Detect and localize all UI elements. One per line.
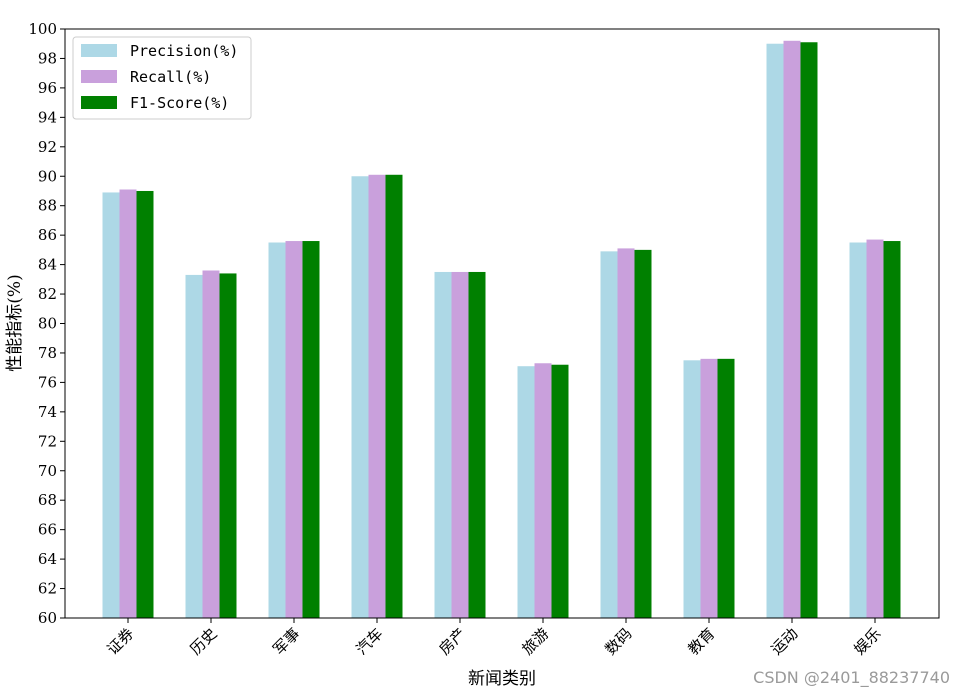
bar-f1-4	[468, 271, 486, 618]
y-tick-label: 86	[38, 226, 57, 244]
y-axis-title: 性能指标(%)	[5, 274, 25, 371]
y-tick-label: 74	[38, 403, 57, 421]
bar-recall-3	[368, 174, 386, 618]
bar-f1-7	[717, 358, 735, 618]
bar-precision-8	[766, 43, 784, 619]
bar-precision-9	[849, 242, 867, 618]
bar-f1-5	[551, 364, 569, 618]
bar-f1-3	[385, 174, 403, 618]
legend-box	[72, 36, 252, 120]
y-tick-label: 68	[38, 491, 57, 509]
legend-swatch-f1	[81, 96, 117, 109]
y-tick-label: 62	[38, 580, 57, 598]
bar-recall-7	[700, 358, 718, 618]
y-tick-label: 80	[38, 315, 57, 333]
bar-recall-9	[866, 239, 884, 618]
bar-recall-0	[119, 189, 137, 618]
y-tick-label: 64	[38, 550, 57, 568]
bar-precision-3	[351, 176, 369, 618]
bar-recall-2	[285, 241, 303, 619]
y-tick-label: 100	[28, 20, 57, 38]
y-tick-label: 70	[38, 462, 57, 480]
bar-f1-2	[302, 241, 320, 619]
y-tick-label: 98	[38, 49, 57, 67]
y-tick-label: 88	[38, 197, 57, 215]
x-tick-label: 历史	[186, 624, 220, 658]
bar-f1-8	[800, 42, 818, 618]
x-tick-label: 证券	[103, 624, 137, 658]
x-tick-label: 汽车	[352, 624, 386, 658]
x-tick-label: 军事	[269, 624, 303, 658]
bar-f1-6	[634, 249, 652, 618]
legend-label-recall: Recall(%)	[130, 68, 211, 86]
y-tick-label: 90	[38, 167, 57, 185]
bar-precision-2	[268, 242, 286, 618]
bar-recall-8	[783, 40, 801, 618]
bar-recall-1	[202, 270, 220, 618]
legend-label-f1: F1-Score(%)	[130, 94, 229, 112]
x-axis-title: 新闻类别	[468, 669, 536, 689]
bar-precision-1	[185, 274, 203, 618]
watermark: CSDN @2401_88237740	[753, 668, 950, 688]
bars-group	[102, 40, 901, 619]
x-tick-label: 旅游	[518, 624, 552, 658]
x-tick-label: 教育	[684, 624, 718, 658]
bar-recall-6	[617, 248, 635, 618]
bar-precision-0	[102, 192, 120, 618]
bar-precision-7	[683, 360, 701, 618]
bar-precision-6	[600, 251, 618, 618]
bar-precision-5	[517, 366, 535, 618]
legend-label-precision: Precision(%)	[130, 42, 238, 60]
bar-f1-1	[219, 273, 237, 618]
y-tick-label: 84	[38, 256, 57, 274]
x-tick-label: 娱乐	[850, 624, 884, 658]
x-tick-label: 数码	[601, 624, 635, 658]
y-tick-label: 76	[38, 373, 57, 391]
y-tick-label: 82	[38, 285, 57, 303]
legend-swatch-recall	[81, 70, 117, 83]
y-tick-label: 60	[38, 609, 57, 627]
x-axis: 证券 历史 军事 汽车 房产 旅游 数码 教育 运动 娱乐	[103, 618, 884, 658]
bar-recall-4	[451, 271, 469, 618]
y-tick-label: 66	[38, 521, 57, 539]
bar-recall-5	[534, 363, 552, 618]
x-tick-label: 运动	[767, 624, 801, 658]
bar-f1-9	[883, 241, 901, 619]
legend: Precision(%) Recall(%) F1-Score(%)	[72, 36, 252, 120]
y-tick-label: 92	[38, 138, 57, 156]
y-tick-label: 78	[38, 344, 57, 362]
bar-f1-0	[136, 190, 154, 618]
bar-precision-4	[434, 271, 452, 618]
y-tick-label: 72	[38, 432, 57, 450]
y-axis: 60 62 64 66 68 70 72 74 76 78 80 82 84 86 88 90 92 94 96 98…	[28, 20, 65, 627]
legend-swatch-precision	[81, 44, 117, 57]
y-tick-label: 96	[38, 79, 57, 97]
y-tick-label: 94	[38, 108, 57, 126]
x-tick-label: 房产	[435, 624, 469, 658]
